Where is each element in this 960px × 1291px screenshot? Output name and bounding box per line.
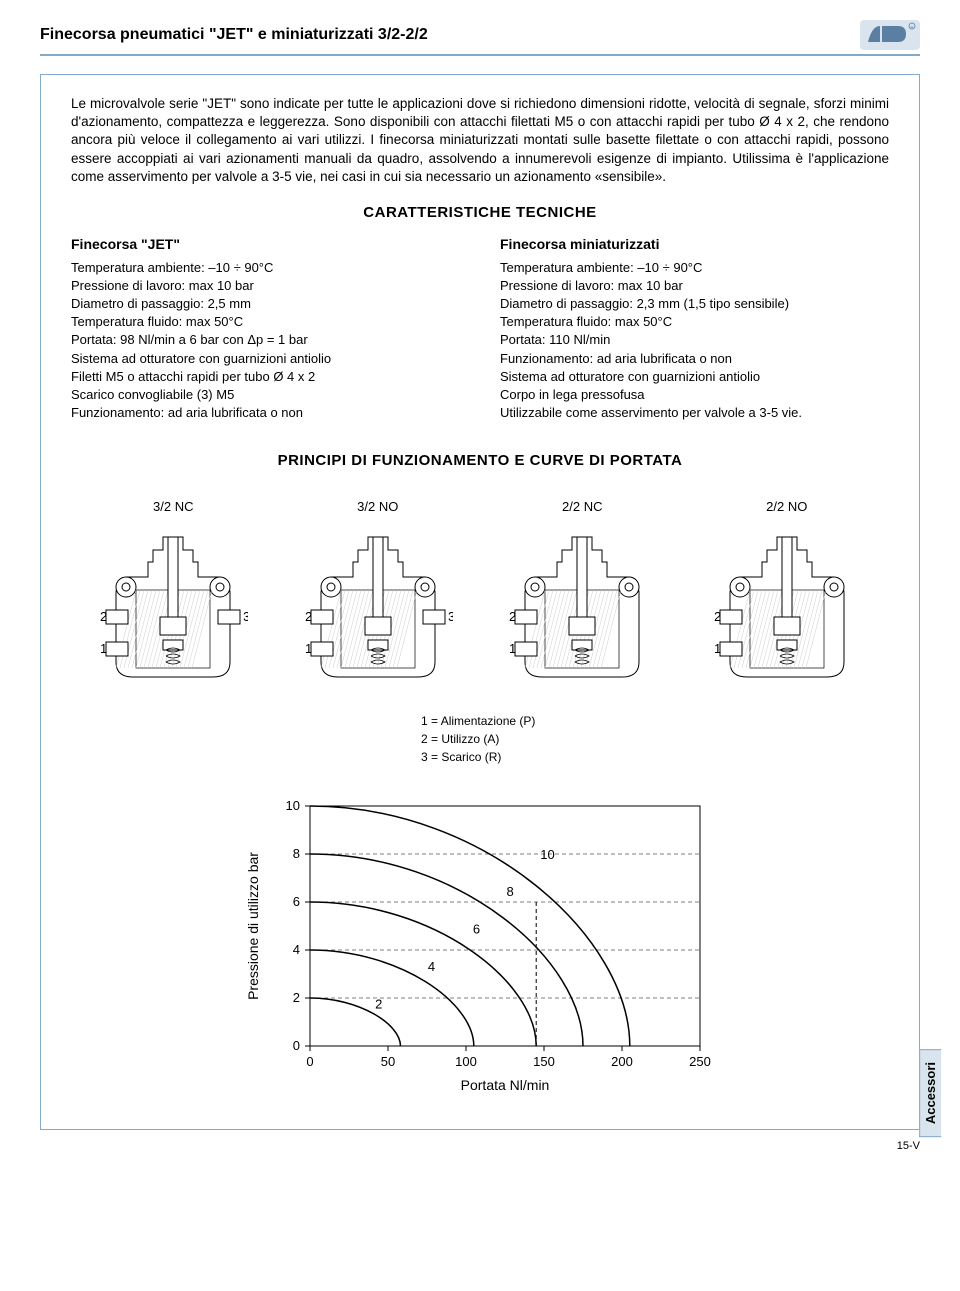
svg-text:4: 4 bbox=[428, 959, 435, 974]
svg-text:6: 6 bbox=[293, 894, 300, 909]
svg-text:2: 2 bbox=[100, 609, 107, 624]
svg-text:2: 2 bbox=[293, 990, 300, 1005]
intro-paragraph: Le microvalvole serie "JET" sono indicat… bbox=[71, 95, 889, 186]
spec-col-title: Finecorsa miniaturizzati bbox=[500, 235, 889, 255]
port-legend: 1 = Alimentazione (P)2 = Utilizzo (A)3 =… bbox=[421, 712, 889, 766]
tech-specs-title: CARATTERISTICHE TECNICHE bbox=[71, 204, 889, 221]
spec-line: Diametro di passaggio: 2,3 mm (1,5 tipo … bbox=[500, 295, 889, 313]
flow-chart: 0246810050100150200250Portata Nl/minPres… bbox=[71, 796, 889, 1099]
spec-line: Sistema ad otturatore con guarnizioni an… bbox=[500, 368, 889, 386]
svg-text:10: 10 bbox=[540, 847, 554, 862]
legend-line: 2 = Utilizzo (A) bbox=[421, 730, 889, 748]
legend-line: 1 = Alimentazione (P) bbox=[421, 712, 889, 730]
spec-line: Utilizzabile come asservimento per valvo… bbox=[500, 404, 889, 422]
diagram-label: 2/2 NO bbox=[712, 499, 862, 514]
svg-text:8: 8 bbox=[293, 846, 300, 861]
svg-text:3: 3 bbox=[448, 609, 453, 624]
spec-line: Portata: 98 Nl/min a 6 bar con Δp = 1 ba… bbox=[71, 331, 460, 349]
svg-text:0: 0 bbox=[306, 1054, 313, 1069]
flow-chart-svg: 0246810050100150200250Portata Nl/minPres… bbox=[240, 796, 720, 1096]
spec-lines-jet: Temperatura ambiente: –10 ÷ 90°CPression… bbox=[71, 259, 460, 423]
svg-text:1: 1 bbox=[305, 641, 312, 656]
diagram-row: 3/2 NC 2 3 1 3/2 NO 2 3 1 2/2 NC 2 1 2/2 NO 2 1 bbox=[71, 499, 889, 692]
svg-text:150: 150 bbox=[533, 1054, 555, 1069]
content-frame: Le microvalvole serie "JET" sono indicat… bbox=[40, 74, 920, 1130]
svg-text:10: 10 bbox=[286, 798, 300, 813]
spec-line: Filetti M5 o attacchi rapidi per tubo Ø … bbox=[71, 368, 460, 386]
page-title: Finecorsa pneumatici "JET" e miniaturizz… bbox=[40, 26, 428, 44]
spec-col-jet: Finecorsa "JET" Temperatura ambiente: –1… bbox=[71, 235, 460, 422]
spec-line: Temperatura fluido: max 50°C bbox=[71, 313, 460, 331]
spec-line: Pressione di lavoro: max 10 bar bbox=[71, 277, 460, 295]
svg-text:1: 1 bbox=[100, 641, 107, 656]
svg-text:8: 8 bbox=[507, 885, 514, 900]
svg-text:100: 100 bbox=[455, 1054, 477, 1069]
spec-col-mini: Finecorsa miniaturizzati Temperatura amb… bbox=[500, 235, 889, 422]
spec-line: Temperatura fluido: max 50°C bbox=[500, 313, 889, 331]
spec-line: Sistema ad otturatore con guarnizioni an… bbox=[71, 350, 460, 368]
spec-line: Pressione di lavoro: max 10 bar bbox=[500, 277, 889, 295]
svg-text:200: 200 bbox=[611, 1054, 633, 1069]
brand-logo: R bbox=[860, 20, 920, 50]
svg-text:250: 250 bbox=[689, 1054, 711, 1069]
page-header: Finecorsa pneumatici "JET" e miniaturizz… bbox=[40, 20, 920, 56]
principles-title: PRINCIPI DI FUNZIONAMENTO E CURVE DI POR… bbox=[71, 452, 889, 469]
diagram-label: 3/2 NO bbox=[303, 499, 453, 514]
page-number: 15-V bbox=[897, 1140, 920, 1152]
svg-text:Portata Nl/min: Portata Nl/min bbox=[461, 1077, 550, 1093]
svg-text:6: 6 bbox=[473, 922, 480, 937]
svg-text:50: 50 bbox=[381, 1054, 395, 1069]
legend-line: 3 = Scarico (R) bbox=[421, 748, 889, 766]
svg-text:2: 2 bbox=[714, 609, 721, 624]
spec-line: Temperatura ambiente: –10 ÷ 90°C bbox=[71, 259, 460, 277]
spec-line: Diametro di passaggio: 2,5 mm bbox=[71, 295, 460, 313]
spec-line: Funzionamento: ad aria lubrificata o non bbox=[500, 350, 889, 368]
svg-text:1: 1 bbox=[714, 641, 721, 656]
valve-diagram: 2/2 NC 2 1 bbox=[507, 499, 657, 692]
spec-line: Funzionamento: ad aria lubrificata o non bbox=[71, 404, 460, 422]
valve-diagram: 3/2 NO 2 3 1 bbox=[303, 499, 453, 692]
svg-text:2: 2 bbox=[305, 609, 312, 624]
valve-diagram: 3/2 NC 2 3 1 bbox=[98, 499, 248, 692]
svg-text:2: 2 bbox=[375, 997, 382, 1012]
svg-text:3: 3 bbox=[243, 609, 248, 624]
svg-text:4: 4 bbox=[293, 942, 300, 957]
spec-lines-mini: Temperatura ambiente: –10 ÷ 90°CPression… bbox=[500, 259, 889, 423]
spec-line: Scarico convogliabile (3) M5 bbox=[71, 386, 460, 404]
diagram-label: 2/2 NC bbox=[507, 499, 657, 514]
spec-line: Temperatura ambiente: –10 ÷ 90°C bbox=[500, 259, 889, 277]
spec-col-title: Finecorsa "JET" bbox=[71, 235, 460, 255]
svg-text:R: R bbox=[911, 25, 914, 30]
svg-text:Pressione di utilizzo bar: Pressione di utilizzo bar bbox=[245, 852, 261, 1000]
spec-line: Corpo in lega pressofusa bbox=[500, 386, 889, 404]
svg-text:0: 0 bbox=[293, 1038, 300, 1053]
svg-text:1: 1 bbox=[509, 641, 516, 656]
side-tab-accessori: Accessori bbox=[919, 1049, 941, 1137]
svg-text:2: 2 bbox=[509, 609, 516, 624]
diagram-label: 3/2 NC bbox=[98, 499, 248, 514]
valve-diagram: 2/2 NO 2 1 bbox=[712, 499, 862, 692]
specs-columns: Finecorsa "JET" Temperatura ambiente: –1… bbox=[71, 235, 889, 422]
spec-line: Portata: 110 Nl/min bbox=[500, 331, 889, 349]
